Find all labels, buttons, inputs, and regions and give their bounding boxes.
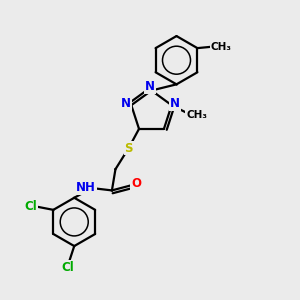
Text: Cl: Cl (61, 261, 74, 274)
Text: N: N (170, 98, 180, 110)
Text: CH₃: CH₃ (211, 42, 232, 52)
Text: NH: NH (76, 181, 96, 194)
Text: O: O (131, 177, 141, 190)
Text: N: N (121, 98, 131, 110)
Text: Cl: Cl (24, 200, 37, 213)
Text: N: N (145, 80, 155, 94)
Text: CH₃: CH₃ (186, 110, 207, 120)
Text: S: S (124, 142, 133, 154)
